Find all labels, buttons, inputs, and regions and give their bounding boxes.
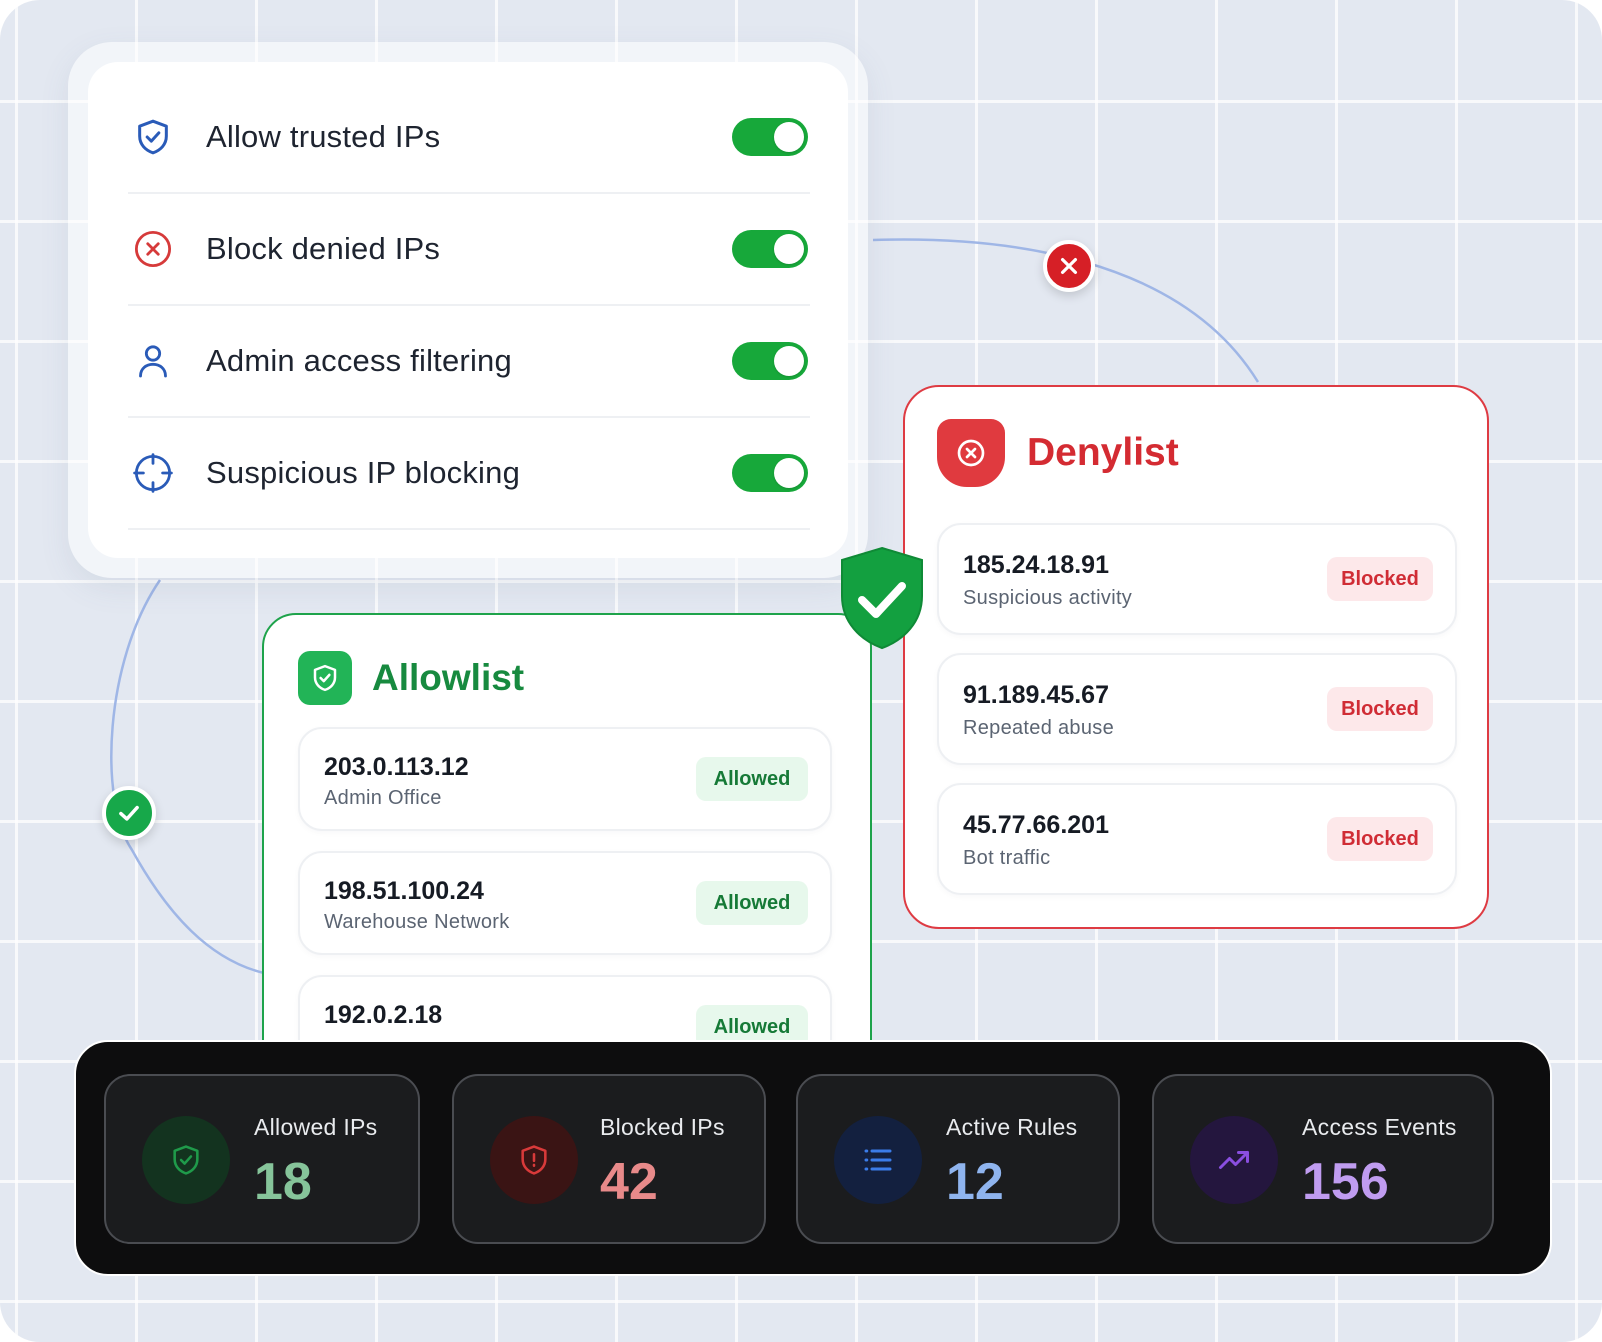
user-icon bbox=[130, 338, 176, 384]
ip-description: Admin Office bbox=[324, 787, 442, 809]
toggle-knob bbox=[774, 122, 804, 152]
blocked-x-icon bbox=[1043, 240, 1095, 292]
denylist-item[interactable]: 45.77.66.201 Bot traffic Blocked bbox=[937, 783, 1457, 895]
stat-card-rules: Active Rules 12 bbox=[796, 1074, 1120, 1244]
setting-row-block-denied: Block denied IPs bbox=[128, 194, 810, 306]
status-badge: Blocked bbox=[1327, 557, 1433, 601]
list-icon bbox=[834, 1116, 922, 1204]
ip-description: Repeated abuse bbox=[963, 717, 1114, 739]
allowed-check-icon bbox=[102, 786, 156, 840]
firewall-settings-panel: Allow trusted IPs Block denied IPs bbox=[68, 42, 868, 578]
stat-label: Blocked IPs bbox=[600, 1114, 725, 1140]
ip-address: 198.51.100.24 bbox=[324, 877, 484, 905]
allowlist-title: Allowlist bbox=[372, 657, 525, 698]
ip-address: 203.0.113.12 bbox=[324, 753, 469, 781]
setting-row-admin-filtering: Admin access filtering bbox=[128, 306, 810, 418]
x-circle-icon bbox=[130, 226, 176, 272]
setting-label: Suspicious IP blocking bbox=[206, 455, 521, 490]
stat-value: 42 bbox=[600, 1153, 658, 1211]
shield-check-icon bbox=[298, 651, 352, 705]
setting-label: Admin access filtering bbox=[206, 343, 512, 378]
denylist-item[interactable]: 185.24.18.91 Suspicious activity Blocked bbox=[937, 523, 1457, 635]
status-badge: Allowed bbox=[696, 881, 808, 925]
ip-address: 91.189.45.67 bbox=[963, 681, 1109, 709]
stats-bar: Allowed IPs 18 Blocked IPs 42 Active Rul… bbox=[74, 1040, 1552, 1276]
setting-label: Allow trusted IPs bbox=[206, 119, 441, 154]
block-denied-toggle[interactable] bbox=[732, 230, 808, 268]
allowlist-item[interactable]: 198.51.100.24 Warehouse Network Allowed bbox=[298, 851, 832, 955]
shield-check-icon bbox=[142, 1116, 230, 1204]
status-badge: Blocked bbox=[1327, 817, 1433, 861]
shield-x-icon bbox=[937, 419, 1005, 487]
status-badge: Blocked bbox=[1327, 687, 1433, 731]
shield-check-icon bbox=[841, 546, 923, 650]
denylist-title: Denylist bbox=[1027, 431, 1179, 474]
suspicious-blocking-toggle[interactable] bbox=[732, 454, 808, 492]
allowlist-card: Allowlist 203.0.113.12 Admin Office Allo… bbox=[262, 613, 872, 1083]
allowlist-header: Allowlist bbox=[298, 651, 524, 705]
stat-card-allowed: Allowed IPs 18 bbox=[104, 1074, 420, 1244]
shield-check-icon bbox=[130, 114, 176, 160]
crosshair-icon bbox=[130, 450, 176, 496]
ip-address: 45.77.66.201 bbox=[963, 811, 1109, 839]
ip-description: Bot traffic bbox=[963, 847, 1051, 869]
toggle-knob bbox=[774, 458, 804, 488]
allowlist-item[interactable]: 203.0.113.12 Admin Office Allowed bbox=[298, 727, 832, 831]
denylist-card: Denylist 185.24.18.91 Suspicious activit… bbox=[903, 385, 1489, 929]
shield-alert-icon bbox=[490, 1116, 578, 1204]
setting-label: Block denied IPs bbox=[206, 231, 441, 266]
allow-trusted-toggle[interactable] bbox=[732, 118, 808, 156]
setting-row-allow-trusted: Allow trusted IPs bbox=[128, 82, 810, 194]
admin-filtering-toggle[interactable] bbox=[732, 342, 808, 380]
settings-card: Allow trusted IPs Block denied IPs bbox=[88, 62, 848, 558]
stat-label: Access Events bbox=[1302, 1114, 1457, 1140]
stat-label: Active Rules bbox=[946, 1114, 1078, 1140]
stat-value: 156 bbox=[1302, 1153, 1389, 1211]
stat-card-events: Access Events 156 bbox=[1152, 1074, 1494, 1244]
setting-row-suspicious-blocking: Suspicious IP blocking bbox=[128, 418, 810, 530]
status-badge: Allowed bbox=[696, 757, 808, 801]
stat-value: 12 bbox=[946, 1153, 1004, 1211]
stat-value: 18 bbox=[254, 1153, 312, 1211]
ip-address: 192.0.2.18 bbox=[324, 1001, 443, 1029]
denylist-item[interactable]: 91.189.45.67 Repeated abuse Blocked bbox=[937, 653, 1457, 765]
toggle-knob bbox=[774, 234, 804, 264]
ip-description: Warehouse Network bbox=[324, 911, 510, 933]
stat-card-blocked: Blocked IPs 42 bbox=[452, 1074, 766, 1244]
ip-address: 185.24.18.91 bbox=[963, 551, 1109, 579]
denylist-header: Denylist bbox=[937, 419, 1179, 487]
trending-up-icon bbox=[1190, 1116, 1278, 1204]
toggle-knob bbox=[774, 346, 804, 376]
stat-label: Allowed IPs bbox=[254, 1114, 378, 1140]
ip-description: Suspicious activity bbox=[963, 587, 1133, 609]
